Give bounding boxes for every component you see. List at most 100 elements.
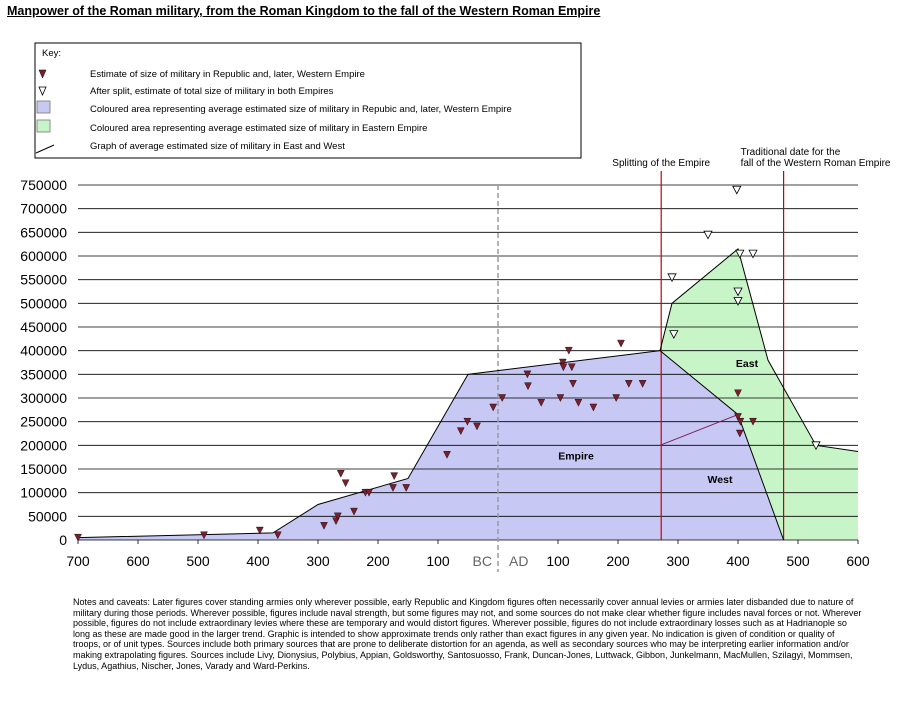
total-estimate-marker xyxy=(703,230,713,240)
y-tick-label: 150000 xyxy=(20,461,67,477)
west-estimate-marker xyxy=(443,451,451,459)
x-tick-label: 700 xyxy=(66,553,90,569)
west-estimate-marker xyxy=(402,484,411,492)
y-tick-label: 100000 xyxy=(20,485,67,501)
west-estimate-marker xyxy=(559,363,568,372)
west-estimate-marker xyxy=(735,429,744,438)
x-tick-label: 300 xyxy=(306,553,330,569)
notes-caveats: Notes and caveats: Later figures cover s… xyxy=(73,597,862,671)
y-tick-label: 700000 xyxy=(20,201,67,217)
legend-item-west-estimate: Estimate of size of military in Republic… xyxy=(90,69,365,80)
ad-label: AD xyxy=(509,553,528,569)
total-estimate-marker xyxy=(669,330,679,339)
west-estimate-marker xyxy=(749,417,757,426)
legend-item-east-area: Coloured area representing average estim… xyxy=(90,123,427,134)
legend-item-total-estimate: After split, estimate of total size of m… xyxy=(90,86,334,97)
total-estimate-marker xyxy=(735,249,745,259)
x-tick-label: 300 xyxy=(666,553,690,569)
y-tick-label: 200000 xyxy=(20,437,67,453)
y-tick-label: 450000 xyxy=(20,319,67,335)
legend: Key: Estimate of size of military in Rep… xyxy=(34,42,582,159)
west-estimate-marker xyxy=(74,533,82,542)
west-estimate-marker xyxy=(390,472,399,481)
average-line-legend-icon xyxy=(35,144,55,154)
y-tick-label: 500000 xyxy=(20,295,67,311)
chart-title: Manpower of the Roman military, from the… xyxy=(7,4,601,18)
legend-item-west-area: Coloured area representing average estim… xyxy=(90,104,512,115)
x-tick-label: 600 xyxy=(126,553,150,569)
west-estimate-marker xyxy=(255,526,264,535)
west-estimate-marker xyxy=(489,403,498,412)
west-estimate-marker xyxy=(734,413,742,421)
west-estimate-legend-icon xyxy=(38,69,47,79)
west-estimate-marker xyxy=(612,394,621,402)
west-after-split-line xyxy=(659,414,739,446)
total-estimate-marker xyxy=(732,185,742,195)
x-tick-label: 600 xyxy=(846,553,870,569)
y-tick-label: 50000 xyxy=(28,508,67,524)
region-label: West xyxy=(708,474,733,486)
y-tick-label: 650000 xyxy=(20,224,67,240)
x-tick-label: 200 xyxy=(366,553,390,569)
west-estimate-marker xyxy=(558,358,567,367)
west-estimate-marker xyxy=(365,488,373,497)
west-average-line xyxy=(77,350,785,541)
west-estimate-marker xyxy=(564,346,573,355)
total-estimate-marker xyxy=(811,441,821,451)
x-tick-label: 400 xyxy=(726,553,750,569)
total-estimate-marker xyxy=(733,287,743,297)
west-estimate-marker xyxy=(736,417,745,426)
west-estimate-marker xyxy=(473,422,481,431)
y-tick-label: 250000 xyxy=(20,414,67,430)
west-estimate-marker xyxy=(523,370,532,379)
y-tick-label: 350000 xyxy=(20,366,67,382)
total-average-line xyxy=(659,248,859,452)
west-estimate-marker xyxy=(463,417,472,426)
legend-heading: Key: xyxy=(42,48,61,59)
y-tick-label: 550000 xyxy=(20,272,67,288)
west-estimate-marker xyxy=(617,339,625,348)
west-estimate-marker xyxy=(567,363,576,372)
west-estimate-marker xyxy=(556,394,565,402)
region-label: East xyxy=(736,358,759,370)
west-estimate-marker xyxy=(341,479,350,488)
east-area-legend-icon xyxy=(36,119,51,133)
x-tick-label: 200 xyxy=(606,553,630,569)
x-tick-label: 400 xyxy=(246,553,270,569)
west-estimate-marker xyxy=(320,522,328,530)
event-label: Traditional date for the xyxy=(741,147,841,158)
west-estimate-marker xyxy=(734,389,742,398)
y-tick-label: 400000 xyxy=(20,343,67,359)
west-estimate-marker xyxy=(273,531,282,540)
west-estimate-marker xyxy=(524,382,532,391)
y-tick-label: 600000 xyxy=(20,248,67,264)
x-tick-label: 100 xyxy=(546,553,570,569)
west-estimate-marker xyxy=(624,380,633,388)
total-estimate-marker xyxy=(733,297,743,306)
west-estimate-marker xyxy=(574,399,583,407)
west-estimate-marker xyxy=(336,470,345,478)
region-label: Empire xyxy=(558,451,594,463)
y-tick-label: 300000 xyxy=(20,390,67,406)
west-estimate-marker xyxy=(200,531,208,540)
west-estimate-marker xyxy=(498,394,507,402)
west-estimate-marker xyxy=(537,399,546,407)
bc-label: BC xyxy=(473,553,492,569)
west-estimate-marker xyxy=(569,380,577,388)
y-tick-label: 0 xyxy=(59,532,67,548)
west-estimate-marker xyxy=(456,427,465,436)
event-label: Splitting of the Empire xyxy=(612,158,710,169)
west-estimate-marker xyxy=(389,484,397,492)
west-estimate-marker xyxy=(333,512,342,521)
west-estimate-marker xyxy=(638,380,647,388)
total-estimate-legend-icon xyxy=(38,86,47,96)
legend-item-average-line: Graph of average estimated size of milit… xyxy=(90,141,345,152)
x-tick-label: 500 xyxy=(186,553,210,569)
legend-frame xyxy=(34,42,582,159)
total-estimate-marker xyxy=(748,249,758,259)
x-tick-label: 100 xyxy=(426,553,450,569)
event-label: fall of the Western Roman Empire xyxy=(741,158,891,169)
west-area-legend-icon xyxy=(36,100,51,114)
x-tick-label: 500 xyxy=(786,553,810,569)
